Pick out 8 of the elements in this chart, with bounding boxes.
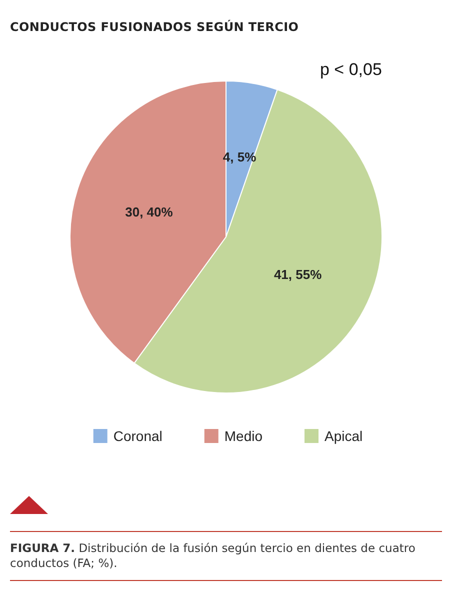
legend-label: Coronal bbox=[113, 428, 162, 444]
data-label: 30, 40% bbox=[125, 204, 174, 220]
text: FIGURA 7. Distribución de la fusión según tercio en dientes de cuatro conductos (FA; %). bbox=[10, 531, 442, 581]
text: p < 0,05 bbox=[320, 60, 382, 80]
legend-label: Apical bbox=[324, 428, 363, 444]
data-label: 41, 55% bbox=[274, 267, 322, 282]
chart-title: CONDUCTOS FUSIONADOS SEGÚN TERCIO bbox=[10, 20, 299, 34]
legend-label: Medio bbox=[224, 428, 263, 444]
